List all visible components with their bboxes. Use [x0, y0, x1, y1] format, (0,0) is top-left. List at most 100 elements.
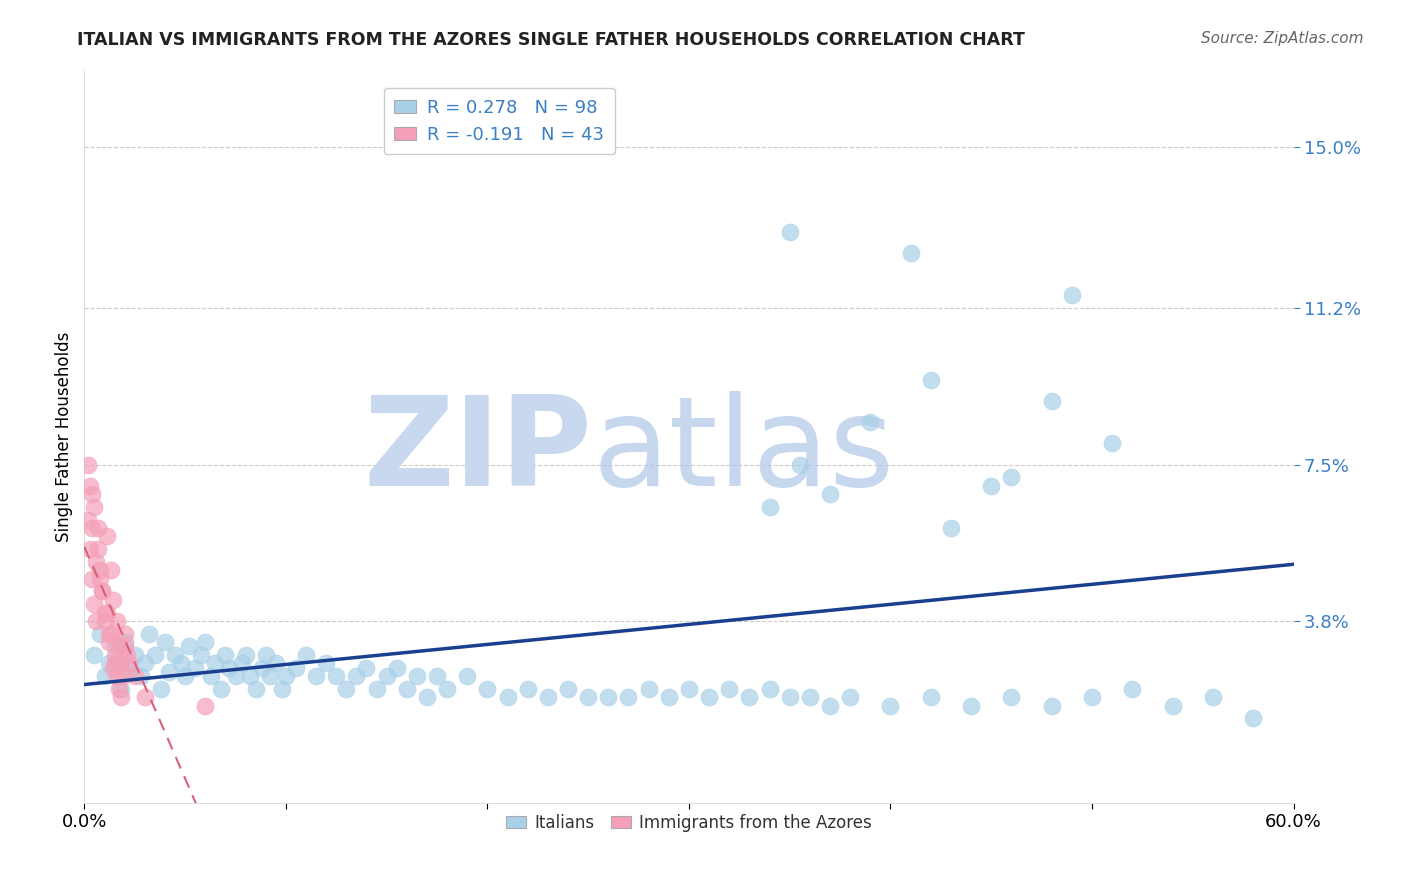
Point: [100, 626, 122, 640]
Point: [406, 669, 429, 683]
Point: [107, 681, 129, 696]
Point: [218, 660, 240, 674]
Point: [87, 542, 110, 557]
Point: [114, 640, 136, 654]
Point: [83, 500, 105, 514]
Point: [516, 681, 538, 696]
Point: [1202, 690, 1225, 705]
Text: ITALIAN VS IMMIGRANTS FROM THE AZORES SINGLE FATHER HOUSEHOLDS CORRELATION CHART: ITALIAN VS IMMIGRANTS FROM THE AZORES SI…: [77, 31, 1025, 49]
Point: [678, 681, 700, 696]
Point: [83, 648, 105, 662]
Point: [100, 563, 122, 577]
Point: [110, 690, 132, 705]
Point: [375, 669, 398, 683]
Point: [87, 521, 110, 535]
Point: [93, 669, 115, 683]
Point: [165, 648, 187, 662]
Point: [91, 584, 114, 599]
Point: [86, 614, 108, 628]
Point: [270, 681, 292, 696]
Point: [658, 690, 681, 705]
Point: [83, 597, 105, 611]
Point: [879, 698, 901, 713]
Point: [194, 698, 217, 713]
Point: [1161, 698, 1184, 713]
Point: [170, 657, 193, 671]
Point: [939, 521, 962, 535]
Point: [89, 572, 111, 586]
Point: [900, 246, 922, 260]
Point: [111, 669, 134, 683]
Point: [264, 657, 287, 671]
Point: [818, 698, 841, 713]
Point: [184, 660, 207, 674]
Point: [209, 681, 232, 696]
Point: [118, 657, 141, 671]
Point: [138, 626, 160, 640]
Point: [200, 669, 222, 683]
Point: [818, 487, 841, 501]
Point: [295, 648, 318, 662]
Point: [738, 690, 761, 705]
Point: [91, 584, 114, 599]
Point: [115, 648, 138, 662]
Point: [1040, 394, 1063, 409]
Point: [77, 458, 100, 472]
Point: [305, 669, 328, 683]
Point: [96, 606, 118, 620]
Point: [79, 479, 101, 493]
Y-axis label: Single Father Households: Single Father Households: [55, 332, 73, 542]
Point: [231, 657, 253, 671]
Point: [537, 690, 560, 705]
Point: [1000, 470, 1022, 484]
Point: [110, 657, 132, 671]
Point: [134, 657, 156, 671]
Point: [101, 660, 124, 674]
Point: [82, 487, 104, 501]
Point: [366, 681, 388, 696]
Text: atlas: atlas: [592, 392, 894, 512]
Point: [82, 521, 104, 535]
Point: [97, 657, 120, 671]
Point: [118, 660, 141, 674]
Point: [285, 660, 308, 674]
Point: [758, 500, 780, 514]
Point: [149, 681, 172, 696]
Text: Source: ZipAtlas.com: Source: ZipAtlas.com: [1201, 31, 1364, 46]
Point: [204, 657, 226, 671]
Point: [779, 225, 801, 239]
Point: [416, 690, 439, 705]
Point: [718, 681, 741, 696]
Point: [637, 681, 659, 696]
Point: [859, 415, 882, 429]
Legend: Italians, Immigrants from the Azores: Italians, Immigrants from the Azores: [499, 807, 879, 838]
Point: [799, 690, 821, 705]
Point: [214, 648, 236, 662]
Point: [124, 648, 146, 662]
Point: [1081, 690, 1104, 705]
Point: [110, 681, 132, 696]
Point: [789, 458, 811, 472]
Point: [101, 592, 124, 607]
Point: [104, 648, 127, 662]
Point: [134, 690, 156, 705]
Point: [105, 669, 128, 683]
Point: [325, 669, 347, 683]
Point: [105, 614, 128, 628]
Point: [617, 690, 640, 705]
Point: [477, 681, 499, 696]
Point: [250, 660, 273, 674]
Point: [920, 690, 942, 705]
Point: [697, 690, 720, 705]
Point: [86, 555, 108, 569]
Point: [93, 606, 115, 620]
Point: [239, 669, 262, 683]
Point: [920, 373, 942, 387]
Point: [143, 648, 166, 662]
Point: [153, 635, 176, 649]
Point: [97, 635, 120, 649]
Point: [96, 529, 118, 543]
Point: [758, 681, 780, 696]
Point: [960, 698, 983, 713]
Text: ZIP: ZIP: [364, 392, 592, 512]
